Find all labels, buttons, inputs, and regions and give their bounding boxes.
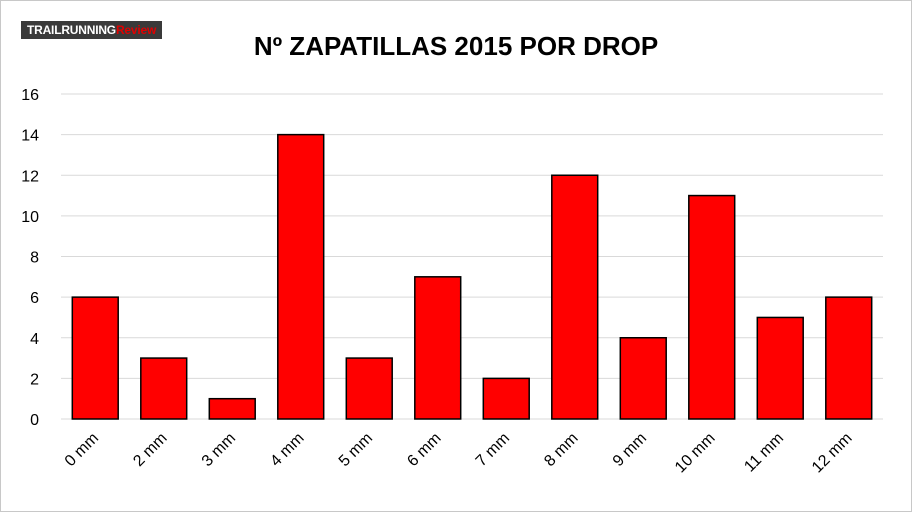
logo-text-review: Review (115, 23, 157, 37)
y-axis-tick-labels: 0 2 4 6 8 10 12 14 16 (21, 87, 39, 429)
x-axis-tick-labels: 0 mm 2 mm 3 mm 4 mm 5 mm 6 mm 7 mm 8 mm 9 mm 10 m… (62, 430, 856, 477)
bars (71, 133, 873, 420)
bar-10mm (688, 194, 736, 420)
bar-12mm (825, 296, 873, 420)
x-tick-label: 12 mm (809, 430, 856, 477)
x-tick-label: 0 mm (62, 430, 102, 470)
bar-8mm (551, 174, 599, 420)
y-tick-label: 8 (30, 250, 39, 267)
bar-9mm (619, 337, 667, 420)
bar-11mm (756, 316, 804, 420)
y-tick-label: 0 (30, 412, 39, 429)
x-tick-label: 3 mm (199, 430, 239, 470)
bar-0mm (71, 296, 119, 420)
y-tick-label: 6 (30, 290, 39, 307)
x-tick-label: 11 mm (741, 430, 787, 476)
x-tick-label: 8 mm (541, 430, 581, 470)
x-tick-label: 2 mm (130, 430, 170, 470)
chart-title: Nº ZAPATILLAS 2015 POR DROP (254, 31, 658, 61)
x-tick-label: 5 mm (336, 430, 376, 470)
y-tick-label: 10 (21, 209, 39, 226)
bar-3mm (208, 397, 256, 420)
bar-5mm (345, 357, 393, 420)
y-tick-label: 16 (21, 87, 39, 104)
trailrunning-review-logo: TRAILRUNNING Review (21, 21, 163, 39)
x-tick-label: 4 mm (267, 430, 307, 470)
x-tick-label: 10 mm (672, 430, 719, 477)
y-tick-label: 2 (30, 371, 39, 388)
x-tick-label: 7 mm (473, 430, 513, 470)
logo-text-trailrunning: TRAILRUNNING (27, 23, 116, 37)
x-tick-label: 6 mm (404, 430, 444, 470)
y-tick-label: 14 (21, 128, 39, 145)
bar-2mm (140, 357, 188, 420)
y-tick-label: 12 (21, 168, 39, 185)
y-tick-label: 4 (30, 331, 39, 348)
x-tick-label: 9 mm (610, 430, 650, 470)
bar-4mm (277, 133, 325, 420)
bar-6mm (414, 276, 462, 420)
bar-7mm (482, 377, 530, 420)
gridlines (61, 93, 883, 420)
